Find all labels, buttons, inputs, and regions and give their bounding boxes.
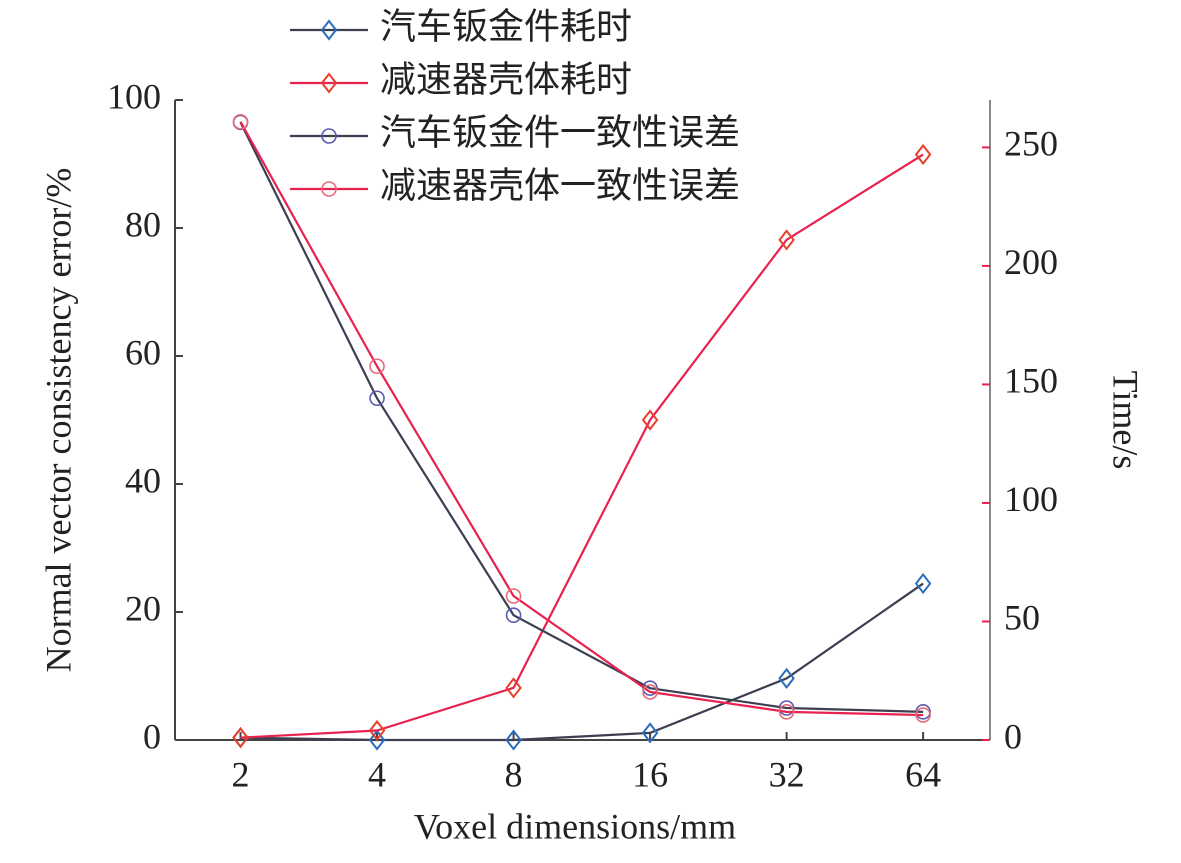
y2-tick-label: 0: [1004, 716, 1022, 756]
data-point: [505, 607, 522, 624]
series-line: [239, 121, 924, 713]
x-tick-label: 16: [632, 754, 668, 794]
y-axis-label: Normal vector consistency error/%: [38, 168, 78, 673]
x-axis-label: Voxel dimensions/mm: [414, 806, 736, 846]
y-tick-label: 80: [125, 204, 161, 244]
y2-axis-label: Time/s: [1106, 371, 1146, 470]
legend-label: 减速器壳体一致性误差: [380, 165, 740, 205]
series-line: [239, 121, 924, 717]
data-point: [368, 729, 386, 751]
data-point: [915, 707, 931, 723]
data-point: [641, 722, 659, 744]
data-point: [369, 358, 385, 375]
legend-marker: [320, 72, 338, 94]
y-tick-label: 40: [125, 460, 161, 500]
data-point: [505, 588, 522, 604]
data-point: [778, 700, 795, 716]
legend-marker: [321, 128, 337, 144]
legend-marker: [321, 181, 337, 197]
legend-label: 汽车钣金件耗时: [380, 6, 632, 46]
y-tick-label: 100: [107, 76, 161, 116]
series-line: [240, 153, 924, 739]
data-point: [232, 113, 249, 130]
data-point: [368, 719, 386, 742]
data-point: [505, 729, 522, 751]
x-tick-label: 32: [769, 754, 805, 794]
legend-marker: [320, 19, 338, 41]
data-point: [914, 572, 932, 595]
y2-tick-label: 100: [1004, 479, 1058, 519]
data-point: [778, 667, 795, 689]
y2-tick-label: 250: [1004, 124, 1058, 164]
data-point: [642, 684, 658, 700]
data-point: [641, 409, 659, 431]
data-point: [505, 677, 522, 699]
data-point: [778, 229, 795, 251]
x-tick-label: 8: [505, 754, 523, 794]
y2-tick-label: 50: [1004, 598, 1040, 638]
y2-tick-label: 150: [1004, 361, 1058, 401]
data-point: [369, 390, 385, 407]
data-point: [914, 143, 932, 166]
legend-label: 汽车钣金件一致性误差: [380, 112, 740, 152]
y-tick-label: 0: [143, 716, 161, 756]
legend-label: 减速器壳体耗时: [380, 59, 632, 99]
x-tick-label: 64: [905, 754, 941, 794]
y-tick-label: 20: [125, 588, 161, 628]
x-tick-label: 2: [232, 754, 250, 794]
series-line: [240, 582, 924, 742]
data-point: [232, 727, 249, 749]
x-tick-label: 4: [368, 754, 386, 794]
y2-tick-label: 200: [1004, 242, 1058, 282]
y-tick-label: 60: [125, 332, 161, 372]
data-point: [778, 704, 795, 720]
